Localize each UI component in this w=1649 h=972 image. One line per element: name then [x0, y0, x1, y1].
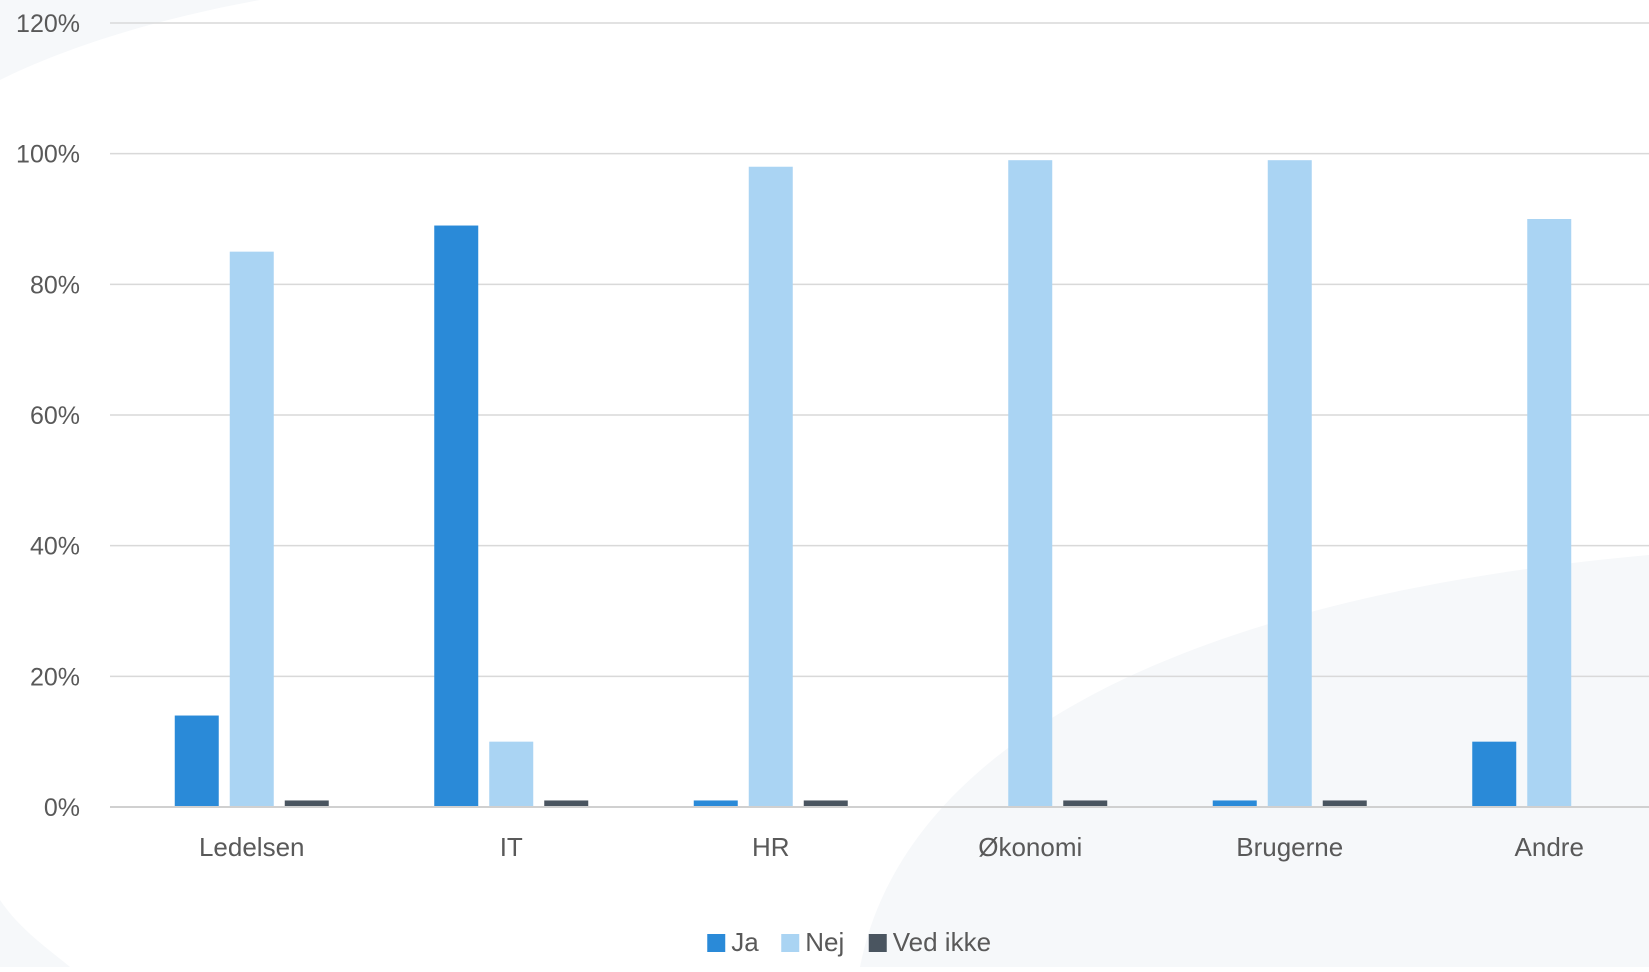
bar-ved-ikke-3 — [1063, 800, 1108, 807]
bar-ved-ikke-4 — [1322, 800, 1367, 807]
legend-swatch-ved-ikke — [868, 934, 887, 952]
bars — [174, 160, 1572, 808]
legend-swatch-nej — [781, 934, 800, 952]
bar-nej-5 — [1527, 219, 1572, 807]
bar-nej-3 — [1008, 160, 1053, 807]
gridlines — [110, 22, 1649, 678]
y-tick-label: 80% — [30, 271, 80, 299]
bar-ja-4 — [1212, 800, 1257, 807]
bar-ja-5 — [1472, 741, 1517, 807]
y-tick-label: 120% — [16, 10, 80, 38]
y-tick-label: 100% — [16, 141, 80, 169]
legend-label-ja: Ja — [731, 927, 759, 957]
bar-nej-4 — [1267, 160, 1312, 807]
x-tick-label: Brugerne — [1236, 832, 1343, 862]
bar-ved-ikke-1 — [544, 800, 589, 807]
legend: Ja Nej Ved ikke — [707, 927, 991, 957]
y-tick-label: 40% — [30, 533, 80, 561]
y-tick-label: 20% — [30, 663, 80, 691]
bar-ja-2 — [693, 800, 738, 807]
bar-nej-2 — [748, 166, 793, 807]
bar-ja-0 — [174, 715, 219, 807]
bar-ved-ikke-2 — [803, 800, 848, 807]
y-tick-label: 60% — [30, 402, 80, 430]
bar-ja-1 — [434, 225, 479, 808]
legend-label-ved-ikke: Ved ikke — [893, 927, 991, 957]
x-tick-label: Ledelsen — [199, 832, 305, 862]
y-axis-tick-labels: 0% 20% 40% 60% 80% 100% 120% — [16, 10, 80, 822]
x-tick-label: IT — [500, 832, 523, 862]
bar-nej-1 — [489, 741, 534, 807]
legend-label-nej: Nej — [805, 927, 844, 957]
legend-swatch-ja — [707, 934, 726, 952]
x-axis-category-labels: Ledelsen IT HR Økonomi Brugerne Andre — [199, 832, 1584, 862]
x-tick-label: Økonomi — [978, 832, 1082, 862]
bar-nej-0 — [229, 251, 274, 807]
y-tick-label: 0% — [44, 794, 80, 822]
x-tick-label: HR — [752, 832, 790, 862]
bar-ved-ikke-0 — [284, 800, 329, 807]
x-tick-label: Andre — [1515, 832, 1584, 862]
